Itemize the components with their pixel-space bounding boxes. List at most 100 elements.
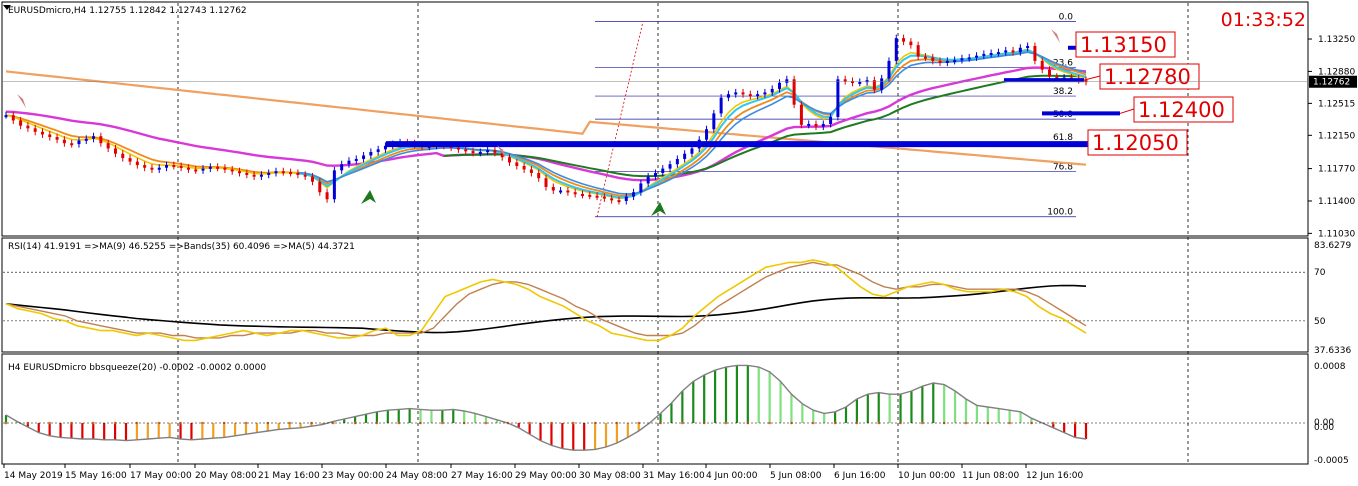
bar-body [157, 167, 161, 170]
squeeze-dot [484, 421, 488, 425]
squeeze-outline [5, 364, 1087, 451]
bar-body [208, 166, 212, 169]
bar-body [639, 183, 643, 193]
bar-body [960, 58, 964, 61]
time-label: 11 Jun 08:00 [962, 471, 1019, 481]
bar-body [77, 140, 81, 145]
squeeze-tick: 0.00 [1314, 423, 1334, 433]
bar-body [653, 172, 657, 177]
bar-body [48, 134, 52, 138]
bar-body [602, 196, 606, 199]
squeeze-dot [724, 421, 728, 425]
bar-body [376, 149, 380, 152]
bar-body [588, 194, 592, 197]
rsi-tick: 83.6279 [1314, 241, 1351, 251]
horizontal-levels[interactable]: 1.13150 1.12780 1.12400 1.12050 [386, 31, 1234, 156]
bar-body [165, 165, 169, 168]
bar-body [1004, 50, 1008, 53]
bar-body [661, 168, 665, 173]
bar-body [836, 79, 840, 117]
fib-trendline [596, 21, 644, 217]
squeeze-dot [201, 421, 204, 425]
bar-body [551, 186, 555, 191]
bar-body [332, 170, 336, 200]
sell-arrow-icon [1051, 29, 1060, 43]
price-tick: 1.12880 [1318, 67, 1355, 77]
bar-body [55, 137, 59, 140]
level-label: 1.13150 [1080, 33, 1167, 57]
price-bars [4, 34, 1088, 205]
bar-body [238, 171, 242, 174]
bar-body [99, 136, 103, 144]
price-tick: 1.12150 [1318, 131, 1355, 141]
bar-body [544, 178, 548, 187]
squeeze-dot [48, 421, 51, 425]
bar-body [865, 80, 869, 83]
squeeze-dot [877, 421, 881, 425]
bar-body [931, 57, 935, 61]
bar-body [303, 174, 307, 177]
rsi-tick: 70 [1314, 268, 1326, 278]
bar-body [500, 152, 504, 158]
bar-body [770, 88, 774, 93]
bar-body [106, 143, 110, 149]
bar-body [1011, 50, 1015, 53]
bar-body [274, 171, 278, 174]
bar-body [989, 53, 993, 56]
bar-body [559, 190, 563, 193]
bar-body [26, 125, 30, 129]
squeeze-tick: 0.00 [1314, 418, 1334, 428]
bar-body [493, 150, 497, 153]
bar-body [675, 158, 679, 165]
sell-arrow-icon [497, 145, 506, 159]
squeeze-dot [331, 421, 335, 425]
squeeze-histogram [3, 364, 1307, 451]
time-label: 12 Jun 16:00 [1026, 471, 1083, 481]
bar-body [464, 149, 468, 152]
fib-label: 100.0 [1047, 208, 1073, 218]
bar-body [537, 172, 541, 179]
level-connector [1083, 75, 1101, 81]
bar-body [296, 172, 300, 175]
bar-body [821, 123, 825, 127]
rsi-tick: 37.6336 [1314, 346, 1351, 356]
bar-body [1084, 80, 1088, 83]
bar-body [683, 153, 687, 159]
level-connector [1119, 108, 1135, 114]
bar-body [967, 57, 971, 60]
bar-body [566, 190, 570, 193]
bar-body [953, 60, 957, 63]
fib-label: 76.8 [1053, 162, 1073, 172]
time-label: 14 May 2019 [4, 471, 63, 481]
bar-body [19, 120, 23, 126]
time-label: 31 May 16:00 [643, 471, 705, 481]
squeeze-dot [921, 421, 924, 425]
bar-body [70, 143, 74, 146]
bar-body [362, 155, 366, 159]
bar-body [1033, 46, 1037, 61]
bar-body [843, 79, 847, 82]
bar-body [624, 196, 628, 201]
time-label: 17 May 00:00 [130, 471, 192, 481]
bar-body [756, 94, 760, 97]
bar-body [734, 92, 738, 95]
squeeze-dot [964, 421, 968, 425]
squeeze-tick: -0.0005 [1314, 456, 1349, 466]
squeeze-dot [91, 421, 95, 425]
bar-body [858, 81, 862, 84]
bar-body [62, 139, 66, 144]
bar-body [1040, 60, 1044, 70]
main-title: EURUSDmicro,H4 1.12755 1.12842 1.12743 1… [8, 6, 247, 16]
bar-body [383, 145, 387, 150]
bar-body [741, 92, 745, 95]
current-price-label: 1.12762 [1313, 78, 1350, 88]
bar-body [310, 176, 314, 182]
squeeze-title: H4 EURUSDmicro bbsqueeze(20) -0.0002 -0.… [8, 363, 266, 373]
bar-body [128, 158, 132, 162]
time-label: 29 May 00:00 [515, 471, 577, 481]
level-box [1099, 63, 1200, 90]
bar-body [150, 167, 154, 170]
menu-triangle-icon[interactable] [3, 5, 11, 10]
level-box [1087, 129, 1188, 156]
fib-label: 61.8 [1053, 133, 1073, 143]
